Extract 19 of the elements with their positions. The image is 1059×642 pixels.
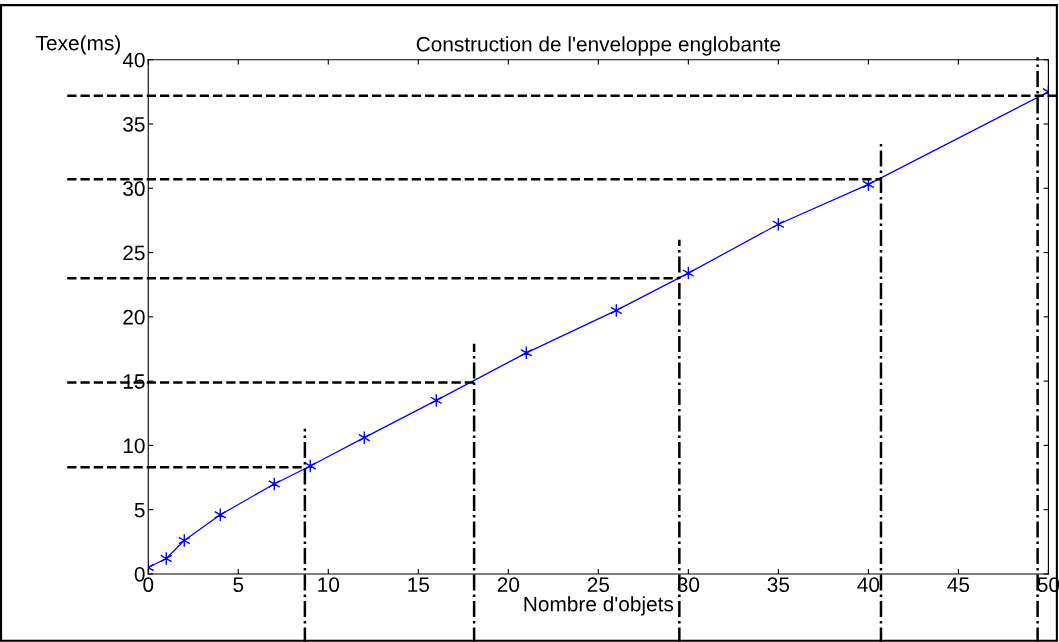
x-tick-label: 10 (318, 577, 340, 593)
x-tick-label: 35 (767, 577, 790, 593)
x-tick-label: 15 (408, 577, 430, 593)
y-tick-label: 35 (123, 116, 145, 132)
chart-title: Construction de l'enveloppe englobante (416, 36, 781, 56)
y-tick-label: 30 (123, 181, 145, 197)
x-tick-label: 25 (587, 577, 610, 593)
x-axis-title: Nombre d'objets (524, 596, 674, 616)
y-axis-title: Texe(ms) (36, 35, 120, 55)
y-tick-label: 10 (123, 438, 145, 454)
y-tick-label: 5 (134, 502, 145, 518)
x-tick-label: 5 (233, 577, 244, 593)
y-tick-label: 20 (123, 309, 145, 325)
x-tick-label: 45 (947, 577, 970, 593)
x-tick-label: 40 (857, 577, 880, 593)
x-tick-label: 20 (497, 577, 520, 593)
y-tick-label: 40 (122, 52, 145, 68)
y-tick-label: 0 (134, 566, 145, 582)
y-tick-label: 25 (123, 245, 145, 261)
